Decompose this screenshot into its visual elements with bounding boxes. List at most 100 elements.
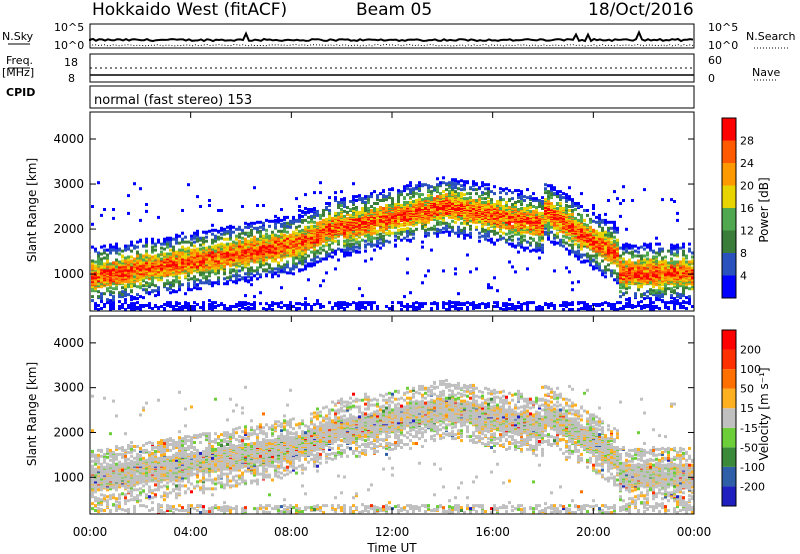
echo-cell — [370, 239, 373, 243]
echo-cell — [424, 224, 427, 228]
echo-cell — [373, 190, 376, 194]
echo-cell — [241, 301, 244, 305]
echo-cell — [493, 192, 496, 196]
echo-cell — [412, 308, 415, 311]
echo-cell — [418, 198, 421, 202]
echo-cell — [424, 199, 427, 202]
echo-cell — [421, 281, 424, 285]
echo-cell — [427, 197, 430, 201]
echo-cell — [295, 256, 298, 260]
echo-cell — [355, 237, 358, 241]
echo-cell — [403, 189, 406, 193]
echo-cell — [106, 255, 109, 259]
echo-cell — [526, 215, 529, 219]
echo-cell — [454, 215, 457, 219]
echo-cell — [193, 286, 196, 290]
echo-cell — [271, 308, 274, 311]
echo-cell — [463, 302, 466, 306]
echo-cell — [439, 222, 442, 226]
echo-cell — [496, 231, 499, 235]
echo-cell — [175, 304, 178, 307]
echo-cell — [211, 238, 214, 242]
echo-cell — [436, 183, 439, 187]
echo-cell — [271, 267, 274, 271]
echo-cell — [142, 284, 145, 288]
echo-cell — [214, 228, 217, 232]
echo-cell — [520, 306, 523, 309]
echo-cell — [451, 182, 454, 186]
echo-cell — [481, 226, 484, 230]
echo-cell — [124, 263, 127, 267]
echo-cell — [406, 222, 409, 226]
echo-cell — [502, 302, 505, 306]
echo-cell — [355, 307, 358, 310]
echo-cell — [235, 269, 238, 273]
echo-cell — [469, 201, 472, 204]
echo-cell — [301, 262, 304, 266]
echo-cell — [451, 198, 454, 202]
echo-cell — [409, 188, 412, 192]
echo-cell — [373, 209, 376, 212]
echo-cell — [331, 255, 334, 259]
echo-cell — [442, 226, 445, 230]
echo-cell — [337, 225, 340, 229]
echo-cell — [106, 259, 109, 263]
echo-cell — [388, 240, 391, 244]
echo-cell — [310, 240, 313, 244]
echo-cell — [283, 263, 286, 267]
echo-cell — [427, 206, 430, 209]
echo-cell — [103, 256, 106, 260]
echo-cell — [160, 278, 163, 282]
echo-cell — [313, 263, 316, 267]
echo-cell — [328, 202, 331, 205]
echo-cell — [319, 303, 322, 306]
echo-cell — [427, 233, 430, 237]
echo-cell — [538, 225, 541, 229]
echo-cell — [235, 265, 238, 269]
echo-cell — [214, 271, 217, 275]
echo-cell — [154, 248, 157, 252]
echo-cell — [211, 269, 214, 273]
echo-cell — [244, 303, 247, 306]
echo-cell — [487, 190, 490, 194]
echo-cell — [307, 278, 310, 282]
echo-cell — [343, 205, 346, 208]
echo-cell — [256, 204, 259, 207]
echo-cell — [175, 278, 178, 282]
echo-cell — [370, 194, 373, 198]
echo-cell — [313, 214, 316, 218]
echo-cell — [187, 265, 190, 269]
echo-cell — [526, 240, 529, 244]
echo-cell — [328, 252, 331, 256]
echo-cell — [178, 250, 181, 254]
echo-cell — [343, 214, 346, 218]
echo-cell — [160, 257, 163, 261]
echo-cell — [532, 192, 535, 196]
echo-cell — [211, 228, 214, 232]
echo-cell — [517, 230, 520, 234]
echo-cell — [139, 278, 142, 282]
echo-cell — [211, 254, 214, 258]
echo-cell — [421, 211, 424, 215]
echo-cell — [364, 239, 367, 243]
echo-cell — [448, 303, 451, 306]
echo-cell — [298, 253, 301, 257]
echo-cell — [181, 257, 184, 261]
echo-cell — [424, 213, 427, 217]
echo-cell — [187, 252, 190, 256]
echo-cell — [169, 239, 172, 243]
echo-cell — [415, 308, 418, 311]
echo-cell — [244, 301, 247, 305]
echo-cell — [475, 199, 478, 202]
echo-cell — [469, 186, 472, 190]
echo-cell — [169, 283, 172, 287]
echo-cell — [361, 227, 364, 231]
echo-cell — [121, 293, 124, 297]
cpid-panel — [89, 85, 695, 109]
echo-cell — [415, 227, 418, 231]
echo-cell — [202, 262, 205, 266]
echo-cell — [520, 227, 523, 231]
echo-cell — [196, 265, 199, 269]
echo-cell — [262, 307, 265, 310]
echo-cell — [361, 238, 364, 242]
